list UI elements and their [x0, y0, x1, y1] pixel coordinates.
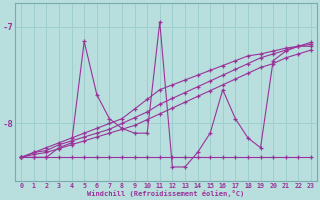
X-axis label: Windchill (Refroidissement éolien,°C): Windchill (Refroidissement éolien,°C): [87, 190, 245, 197]
